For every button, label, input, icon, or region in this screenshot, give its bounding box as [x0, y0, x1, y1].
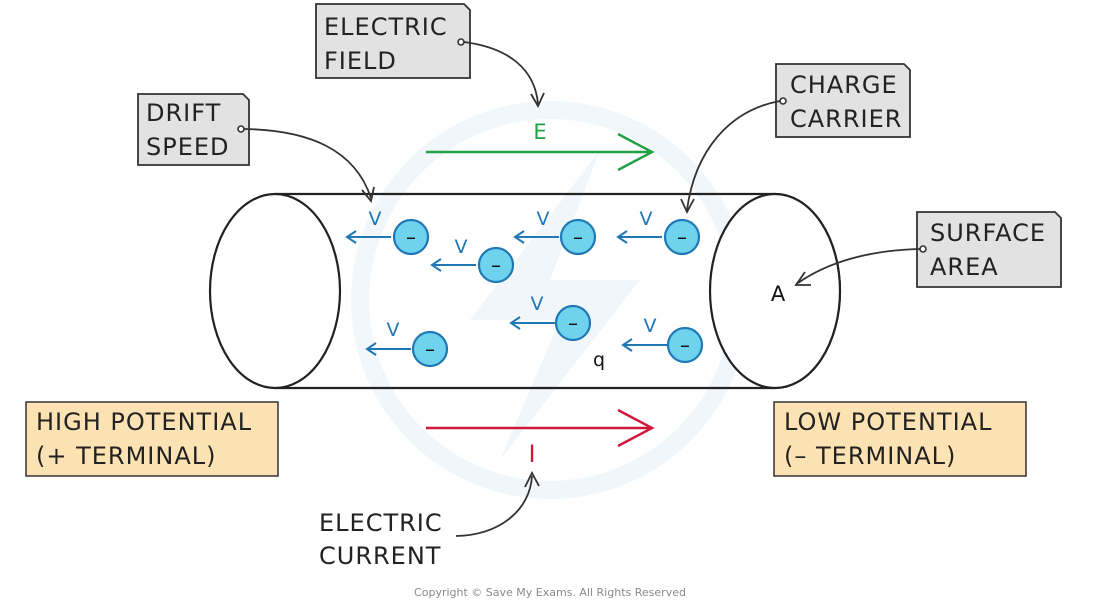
velocity-symbol: V [531, 293, 544, 315]
electric-field-label-line1: ELECTRIC [324, 13, 448, 41]
charge-carriers: V – V – V – V – V [345, 208, 704, 368]
electron-sign: – [406, 225, 416, 249]
low-potential-label-line1: LOW POTENTIAL [784, 408, 992, 436]
charge-carrier-callout: CHARGE CARRIER [680, 63, 911, 215]
surface-area-callout: SURFACE AREA [794, 211, 1062, 288]
current-symbol: I [528, 440, 535, 468]
electric-current-label-line2: CURRENT [319, 542, 441, 570]
current-arrow: I [426, 408, 655, 468]
electric-field-callout: ELECTRIC FIELD [315, 3, 545, 108]
charge-carrier: V – [345, 208, 430, 256]
charge-carrier: V – [616, 208, 701, 256]
charge-carrier: V – [621, 315, 704, 364]
charge-carrier-label-line1: CHARGE [790, 71, 898, 99]
drift-speed-label-line2: SPEED [146, 133, 230, 161]
charge-symbol: q [593, 349, 605, 371]
field-symbol: E [533, 120, 546, 144]
velocity-symbol: V [455, 236, 468, 258]
electron-sign: – [677, 225, 687, 249]
surface-area-label-line1: SURFACE [930, 219, 1046, 247]
high-potential-label-line1: HIGH POTENTIAL [36, 408, 252, 436]
watermark-logo [351, 101, 749, 499]
area-symbol: A [771, 282, 786, 306]
low-potential-label-line2: (– TERMINAL) [784, 442, 956, 470]
velocity-symbol: V [387, 319, 400, 341]
electron-sign: – [425, 337, 435, 361]
electric-current-label-line1: ELECTRIC [319, 509, 443, 537]
electric-field-label-line2: FIELD [324, 47, 397, 75]
conductor-cylinder [208, 192, 842, 390]
charge-carrier: V – [513, 208, 597, 256]
charge-carrier-label-line2: CARRIER [790, 105, 902, 133]
electron-sign: – [568, 311, 578, 335]
field-arrow: E [426, 120, 655, 172]
high-potential-label-line2: (+ TERMINAL) [36, 442, 217, 470]
velocity-symbol: V [369, 208, 382, 230]
velocity-symbol: V [640, 208, 653, 230]
charge-carrier: V – [509, 293, 592, 342]
low-potential-box: LOW POTENTIAL (– TERMINAL) [773, 401, 1027, 477]
high-potential-box: HIGH POTENTIAL (+ TERMINAL) [25, 401, 279, 477]
charge-carrier: V – [365, 319, 449, 368]
electric-current-callout: ELECTRIC CURRENT [319, 471, 540, 570]
copyright-text: Copyright © Save My Exams. All Rights Re… [414, 586, 686, 599]
electron-sign: – [491, 253, 501, 277]
electron-sign: – [573, 225, 583, 249]
drift-speed-callout: DRIFT SPEED [137, 93, 375, 204]
velocity-symbol: V [644, 315, 657, 337]
velocity-symbol: V [537, 208, 550, 230]
electron-sign: – [680, 333, 690, 357]
surface-area-label-line2: AREA [930, 253, 999, 281]
drift-speed-label-line1: DRIFT [146, 99, 221, 127]
charge-carrier: V – [430, 236, 515, 284]
